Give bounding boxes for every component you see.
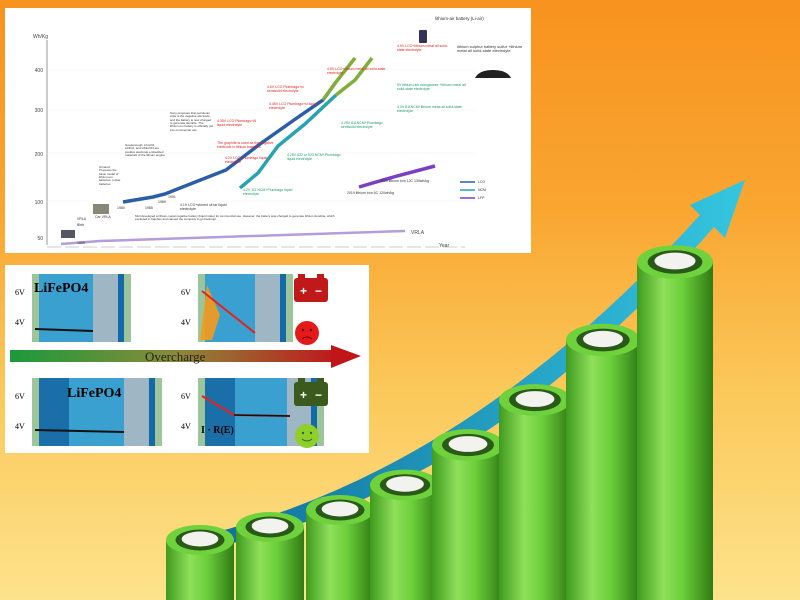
overcharge-label: Overcharge xyxy=(145,349,206,364)
battery-green-icon: + − xyxy=(294,378,328,406)
y-tick: 300 xyxy=(35,108,44,114)
annotation: 2019 lithium iron 6C 120wh/kg xyxy=(347,191,395,195)
vrla-line xyxy=(60,229,406,246)
annotation: 1859 xyxy=(77,241,85,245)
panel-top-right: 6V 4V + − xyxy=(181,274,328,345)
voltage-label: 6V xyxy=(181,392,191,401)
car-battery-image xyxy=(93,204,109,214)
overcharge-arrow: Overcharge xyxy=(10,345,361,368)
annotation: 4.35V LCO Plumbago+Al liquid electrolyte xyxy=(217,119,257,127)
battery-cell xyxy=(499,384,571,600)
annotation: 2025 lithium iron 12C 130wh/kg xyxy=(380,179,430,183)
annotation: Sony proposes that petroleum coke is the… xyxy=(170,111,214,132)
annotation: 1985 xyxy=(145,206,153,210)
lco-line xyxy=(122,80,338,204)
annotation: Car VRLA xyxy=(95,215,111,219)
plus-sign: + xyxy=(300,388,307,402)
phone-image xyxy=(419,30,427,43)
happy-face-icon xyxy=(295,424,319,448)
annotation: 4.2V LCO+Plumbago liquid electrolyte xyxy=(225,156,268,164)
battery-cell xyxy=(306,495,374,600)
panel-bottom-right: I · R(E) 6V 4V + − xyxy=(181,378,328,448)
battery-cell xyxy=(566,323,640,600)
formula-label: I · R(E) xyxy=(201,425,234,436)
material-label: LiFePO4 xyxy=(67,386,121,401)
lfp-line xyxy=(358,164,436,189)
voltage-label: 4V xyxy=(15,422,25,431)
annotation: 4.2V 111 NCM+Plumbago liquid electrolyte xyxy=(243,188,293,196)
annotation: 4.25V 622 or 523 NCM+Plumbago liquid ele… xyxy=(287,153,341,161)
y-axis-label: Wh/Kg xyxy=(33,34,48,40)
legend-ncm: NCM xyxy=(478,188,486,192)
battery-cell xyxy=(637,245,713,600)
plus-sign: + xyxy=(300,284,307,298)
material-label: LiFePO4 xyxy=(34,281,88,296)
annotation: 4.5V LCO+lithium metal all solid-state e… xyxy=(327,67,386,75)
annotation: 4.45V LCO Plumbago+si liquid electrolyte xyxy=(269,102,317,110)
overcharge-diagram: LiFePO4 6V 4V 6V 4V + − Overcharge LiFePO… xyxy=(5,265,369,453)
annotation: The graphite is used as the negative ele… xyxy=(217,141,274,149)
annotation: 4.1V LCO+stoned oil tar liquid electroly… xyxy=(180,203,227,211)
battery-red-icon: + − xyxy=(294,274,328,302)
annotation: 1991 xyxy=(168,195,176,199)
annotation: 5V lithium-rich manganese +lithium metal… xyxy=(397,83,466,91)
annotation: Armand: Proposes the basic model of lith… xyxy=(99,165,121,186)
annotation: VRLA xyxy=(77,217,87,221)
annotation: Goodenough: LiCoO2, LiNiO2, and LiMn2O4 … xyxy=(125,143,165,158)
y-ticks: 400 300 200 100 50 xyxy=(35,68,44,242)
y-tick: 200 xyxy=(35,152,44,158)
vrla-label: VRLA xyxy=(411,230,425,236)
y-tick: 100 xyxy=(35,200,44,206)
ncm-solid-line xyxy=(334,56,374,97)
energy-density-timeline-chart: Wh/Kg 400 300 200 100 50 1800 1900 1990 … xyxy=(5,8,531,253)
legend-lfp: LFP xyxy=(478,196,485,200)
voltage-label: 4V xyxy=(181,422,191,431)
lco-solid-line xyxy=(321,56,357,102)
voltage-label: 4V xyxy=(15,318,25,327)
annotation: Birth xyxy=(77,223,85,227)
battery-cell xyxy=(432,429,504,600)
voltage-label: 6V xyxy=(15,392,25,401)
annotation: 4.25V 811NCM+Plumbago semisolid electrol… xyxy=(341,121,383,129)
panel-top-left: LiFePO4 6V 4V xyxy=(15,274,131,342)
annotation: 1989 xyxy=(158,200,166,204)
y-tick: 50 xyxy=(37,236,43,242)
voltage-label: 4V xyxy=(181,318,191,327)
annotation: Moli developed a lithium-metal negative … xyxy=(135,214,335,222)
annotation: 1980 xyxy=(117,206,125,210)
annotation: 4.3V 811NCM+lithium metal all solid-stat… xyxy=(397,105,462,113)
annotation: 4.6V LCO Plumbago+si semisolid electroly… xyxy=(267,85,304,93)
annotation: lithium-air battery (Li-air) xyxy=(435,16,484,21)
panel-bottom-left: LiFePO4 6V 4V xyxy=(15,378,162,446)
battery-cell xyxy=(236,512,304,600)
y-tick: 400 xyxy=(35,68,44,74)
sad-face-icon xyxy=(295,321,319,345)
minus-sign: − xyxy=(315,284,322,298)
fire-icon xyxy=(200,285,220,340)
ncm-line xyxy=(238,93,338,190)
legend-lco: LCO xyxy=(478,180,485,184)
battery-cell xyxy=(166,525,234,600)
voltage-label: 6V xyxy=(15,288,25,297)
annotation: lithium sulphur battery sulfur +lithium … xyxy=(457,44,523,54)
voltage-label: 6V xyxy=(181,288,191,297)
battery-cell xyxy=(370,469,440,600)
annotation: 4.9V LCO+lithium metal all solid-state e… xyxy=(397,44,448,52)
minus-sign: − xyxy=(315,388,322,402)
vrla-battery-image xyxy=(61,230,75,238)
legend: LCO NCM LFP xyxy=(460,180,486,200)
x-axis-label: Year xyxy=(439,243,449,249)
car-image xyxy=(475,70,511,78)
